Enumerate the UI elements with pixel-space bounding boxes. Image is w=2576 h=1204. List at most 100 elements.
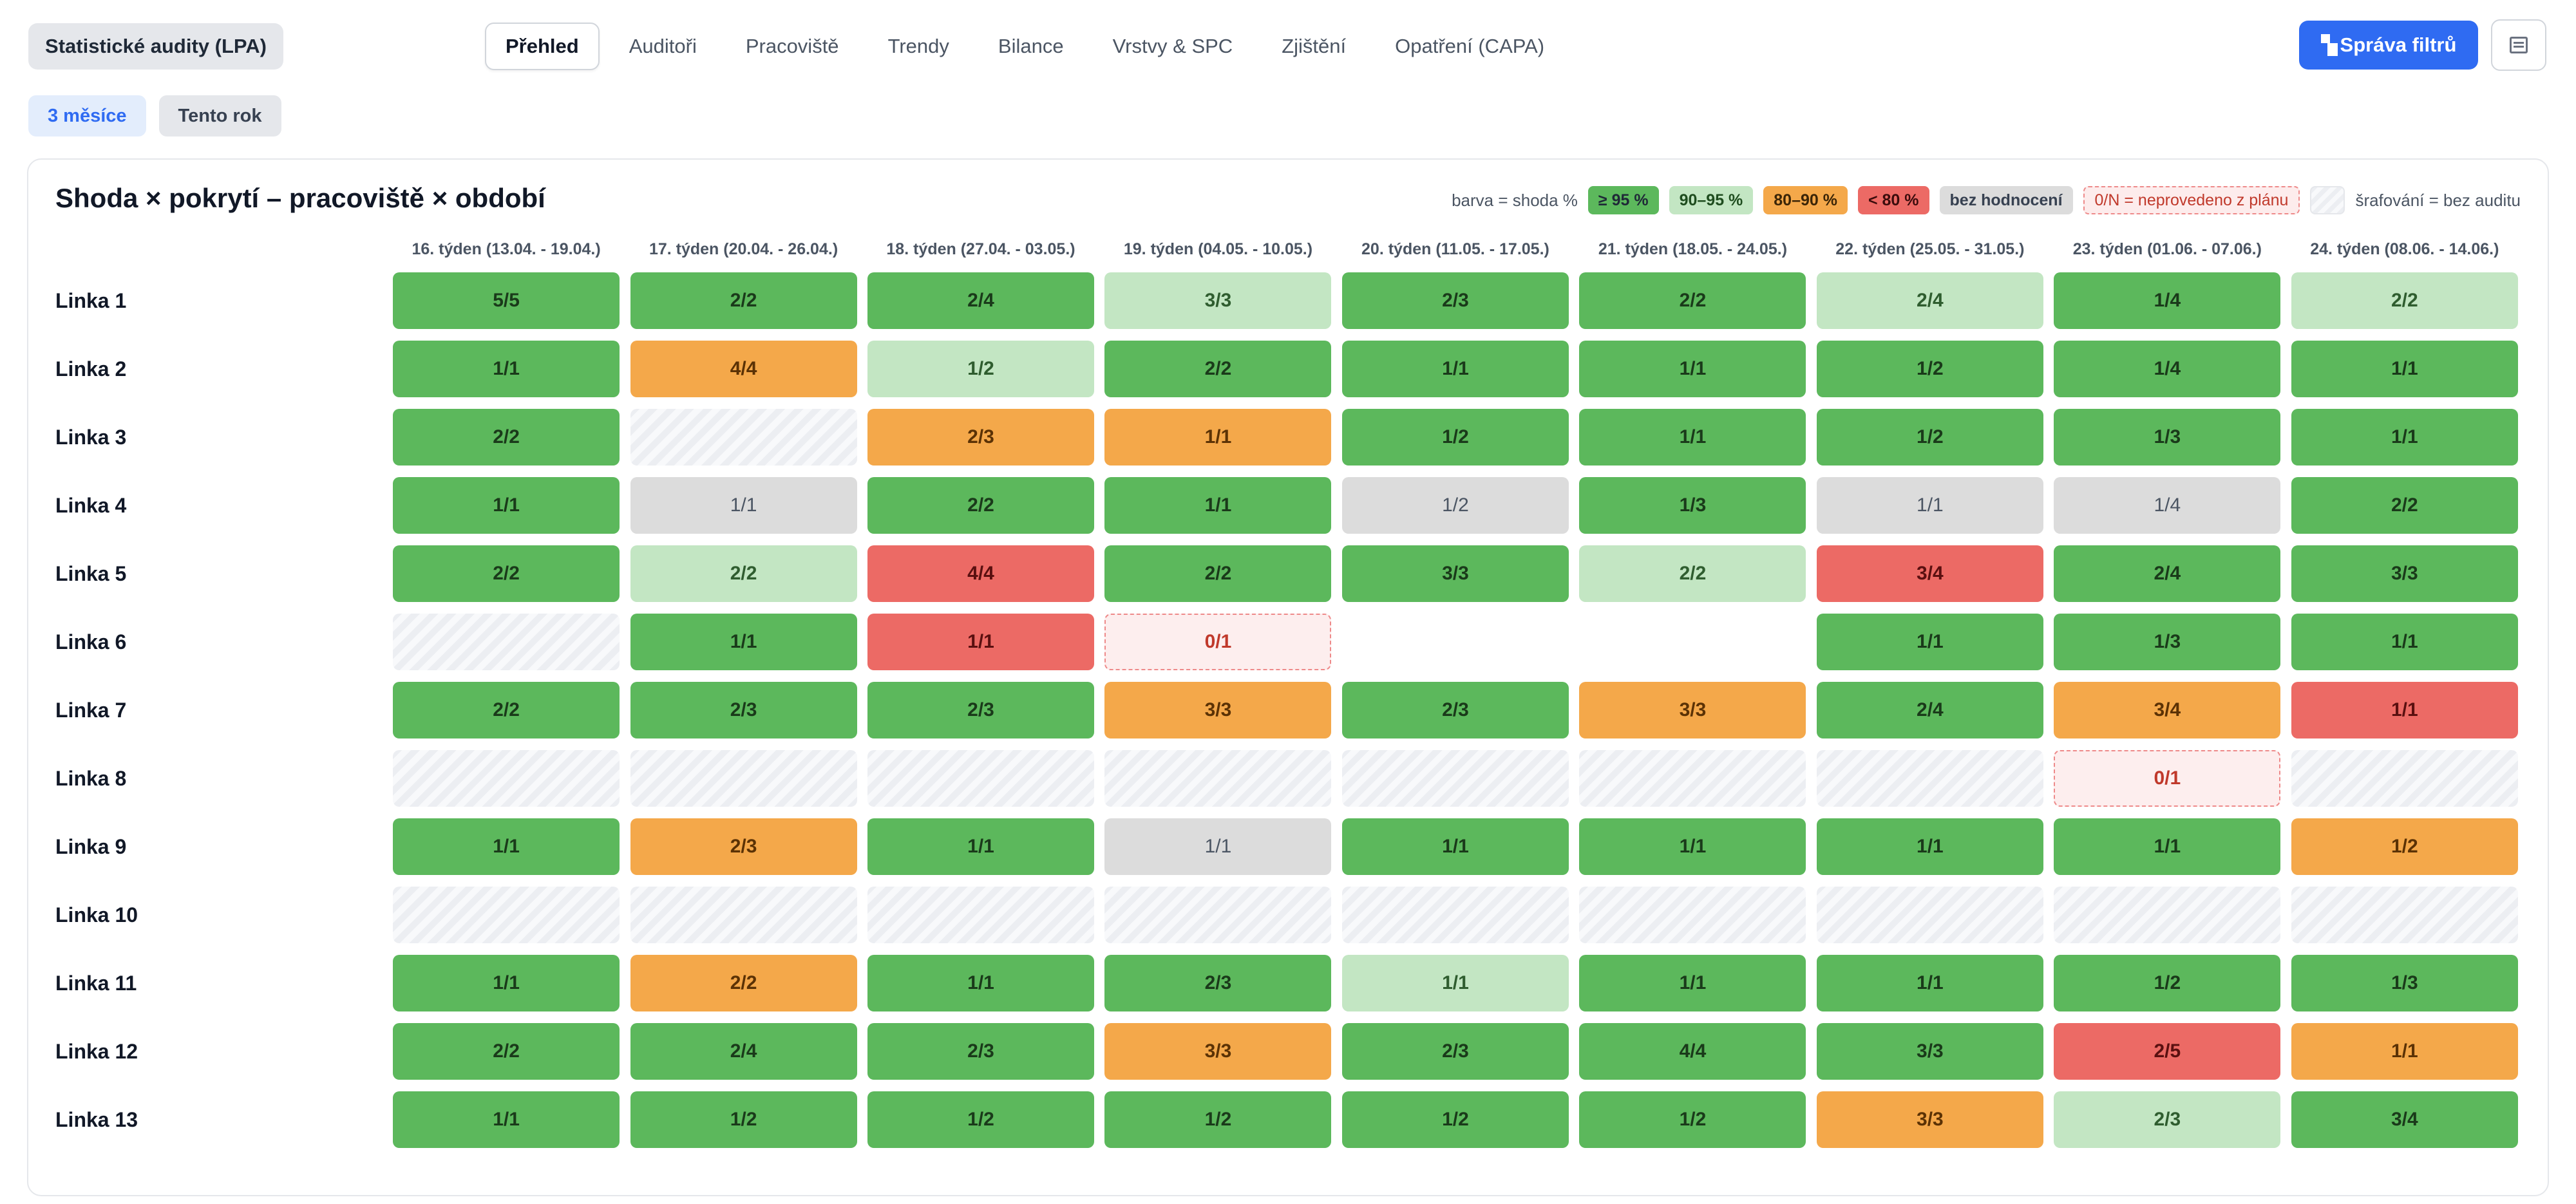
heatmap-cell[interactable]: 1/1 <box>1104 477 1332 534</box>
tab-vrstvy-spc[interactable]: Vrstvy & SPC <box>1112 35 1233 57</box>
heatmap-cell[interactable]: 3/4 <box>1816 545 2043 602</box>
tab-opatreni-capa[interactable]: Opatření (CAPA) <box>1395 35 1545 57</box>
heatmap-cell[interactable]: 2/2 <box>2291 477 2518 534</box>
heatmap-cell[interactable]: 3/3 <box>1104 682 1332 738</box>
heatmap-cell[interactable]: 2/2 <box>393 545 620 602</box>
heatmap-cell[interactable]: 1/1 <box>2291 341 2518 397</box>
heatmap-cell[interactable]: 1/1 <box>2291 409 2518 466</box>
heatmap-cell[interactable]: 2/4 <box>630 1023 857 1080</box>
heatmap-cell[interactable]: 2/2 <box>1104 545 1332 602</box>
heatmap-cell[interactable]: 1/1 <box>2291 1023 2518 1080</box>
heatmap-cell[interactable]: 2/5 <box>2054 1023 2281 1080</box>
heatmap-cell[interactable]: 1/2 <box>867 1091 1095 1148</box>
heatmap-cell[interactable]: 3/3 <box>1816 1023 2043 1080</box>
heatmap-cell[interactable]: 1/4 <box>2054 477 2281 534</box>
heatmap-cell[interactable]: 1/1 <box>2054 818 2281 875</box>
heatmap-cell[interactable]: 1/2 <box>1341 409 1569 466</box>
heatmap-cell[interactable]: 1/1 <box>1341 818 1569 875</box>
heatmap-cell[interactable]: 3/3 <box>1341 545 1569 602</box>
period-this-year[interactable]: Tento rok <box>158 95 281 136</box>
tab-pracoviste[interactable]: Pracoviště <box>745 35 839 57</box>
heatmap-cell[interactable]: 1/2 <box>1341 477 1569 534</box>
heatmap-cell[interactable]: 2/3 <box>867 682 1095 738</box>
heatmap-cell[interactable]: 1/4 <box>2054 272 2281 329</box>
heatmap-cell[interactable]: 2/2 <box>393 682 620 738</box>
toggle-panel-button[interactable] <box>2491 19 2546 71</box>
heatmap-cell[interactable]: 1/1 <box>1341 341 1569 397</box>
heatmap-cell[interactable]: 1/1 <box>1579 409 1806 466</box>
heatmap-cell[interactable]: 1/1 <box>2291 682 2518 738</box>
heatmap-cell[interactable]: 1/1 <box>393 818 620 875</box>
app-title[interactable]: Statistické audity (LPA) <box>28 23 283 70</box>
heatmap-cell[interactable]: 1/2 <box>867 341 1095 397</box>
heatmap-cell[interactable]: 1/2 <box>1579 1091 1806 1148</box>
heatmap-cell[interactable]: 2/2 <box>2291 272 2518 329</box>
heatmap-cell[interactable]: 2/3 <box>867 409 1095 466</box>
tab-bilance[interactable]: Bilance <box>998 35 1064 57</box>
heatmap-cell[interactable]: 2/2 <box>393 1023 620 1080</box>
heatmap-cell[interactable]: 2/2 <box>630 545 857 602</box>
manage-filters-button[interactable]: Správa filtrů <box>2299 21 2478 70</box>
heatmap-cell[interactable]: 2/2 <box>1579 272 1806 329</box>
heatmap-cell[interactable]: 1/1 <box>630 477 857 534</box>
heatmap-cell[interactable]: 1/1 <box>1816 477 2043 534</box>
heatmap-cell[interactable]: 1/4 <box>2054 341 2281 397</box>
heatmap-cell[interactable]: 3/3 <box>2291 545 2518 602</box>
heatmap-cell[interactable]: 2/2 <box>393 409 620 466</box>
heatmap-cell[interactable]: 2/2 <box>630 272 857 329</box>
heatmap-cell[interactable]: 1/1 <box>393 1091 620 1148</box>
heatmap-cell[interactable]: 2/4 <box>2054 545 2281 602</box>
heatmap-cell[interactable]: 2/3 <box>1341 272 1569 329</box>
heatmap-cell[interactable]: 1/2 <box>1341 1091 1569 1148</box>
heatmap-cell[interactable]: 1/1 <box>1341 955 1569 1011</box>
tab-auditori[interactable]: Auditoři <box>629 35 697 57</box>
heatmap-cell[interactable]: 2/4 <box>1816 272 2043 329</box>
heatmap-cell[interactable]: 1/1 <box>1104 818 1332 875</box>
heatmap-cell[interactable]: 1/1 <box>867 818 1095 875</box>
heatmap-cell[interactable]: 1/1 <box>1816 818 2043 875</box>
heatmap-cell[interactable]: 2/4 <box>867 272 1095 329</box>
heatmap-cell[interactable]: 4/4 <box>1579 1023 1806 1080</box>
heatmap-cell[interactable]: 2/4 <box>1816 682 2043 738</box>
heatmap-cell[interactable]: 1/3 <box>2054 409 2281 466</box>
heatmap-cell[interactable]: 2/3 <box>1104 955 1332 1011</box>
heatmap-cell[interactable]: 1/2 <box>2291 818 2518 875</box>
heatmap-cell[interactable]: 4/4 <box>867 545 1095 602</box>
heatmap-cell[interactable]: 5/5 <box>393 272 620 329</box>
heatmap-cell[interactable]: 1/2 <box>1816 409 2043 466</box>
heatmap-cell[interactable]: 1/1 <box>393 955 620 1011</box>
heatmap-cell[interactable]: 0/1 <box>2054 750 2281 807</box>
heatmap-cell[interactable]: 1/2 <box>1816 341 2043 397</box>
heatmap-cell[interactable]: 2/2 <box>867 477 1095 534</box>
heatmap-cell[interactable]: 1/1 <box>1104 409 1332 466</box>
heatmap-cell[interactable]: 0/1 <box>1104 614 1332 670</box>
heatmap-cell[interactable]: 1/1 <box>1579 341 1806 397</box>
heatmap-cell[interactable]: 3/3 <box>1816 1091 2043 1148</box>
heatmap-cell[interactable]: 2/3 <box>630 818 857 875</box>
heatmap-cell[interactable]: 1/1 <box>393 477 620 534</box>
heatmap-cell[interactable]: 2/3 <box>630 682 857 738</box>
heatmap-cell[interactable]: 4/4 <box>630 341 857 397</box>
heatmap-cell[interactable]: 2/3 <box>867 1023 1095 1080</box>
heatmap-cell[interactable]: 1/1 <box>630 614 857 670</box>
heatmap-cell[interactable]: 1/2 <box>2054 955 2281 1011</box>
heatmap-cell[interactable]: 2/3 <box>1341 682 1569 738</box>
tab-trendy[interactable]: Trendy <box>887 35 949 57</box>
heatmap-cell[interactable]: 2/3 <box>2054 1091 2281 1148</box>
heatmap-cell[interactable]: 3/3 <box>1104 272 1332 329</box>
heatmap-cell[interactable]: 2/2 <box>630 955 857 1011</box>
heatmap-cell[interactable]: 1/2 <box>630 1091 857 1148</box>
heatmap-cell[interactable]: 1/3 <box>2054 614 2281 670</box>
heatmap-cell[interactable]: 3/3 <box>1104 1023 1332 1080</box>
heatmap-cell[interactable]: 1/1 <box>1579 955 1806 1011</box>
period-3-months[interactable]: 3 měsíce <box>28 95 146 136</box>
heatmap-cell[interactable]: 2/2 <box>1579 545 1806 602</box>
heatmap-cell[interactable]: 1/1 <box>1816 955 2043 1011</box>
heatmap-cell[interactable]: 1/3 <box>2291 955 2518 1011</box>
heatmap-cell[interactable]: 1/1 <box>1579 818 1806 875</box>
heatmap-cell[interactable]: 1/3 <box>1579 477 1806 534</box>
heatmap-cell[interactable]: 2/3 <box>1341 1023 1569 1080</box>
heatmap-cell[interactable]: 1/1 <box>2291 614 2518 670</box>
heatmap-cell[interactable]: 1/1 <box>867 955 1095 1011</box>
heatmap-cell[interactable]: 1/1 <box>867 614 1095 670</box>
